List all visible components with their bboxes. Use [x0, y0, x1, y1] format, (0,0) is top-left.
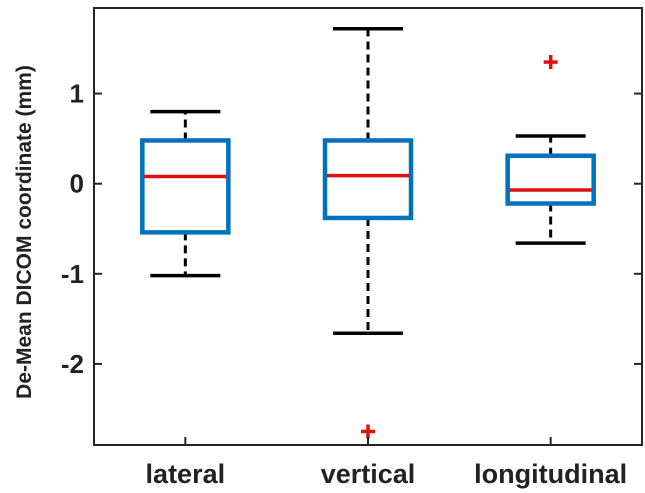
- y-tick-label: -1: [61, 259, 84, 289]
- outlier-marker: [543, 55, 558, 70]
- outlier-marker: [361, 424, 375, 439]
- box-lateral: [140, 109, 231, 278]
- y-axis-ticks: -2 -1 0 1: [61, 79, 642, 379]
- x-axis-categories: lateral vertical longitudinal: [146, 437, 627, 489]
- y-tick-label: -2: [61, 349, 84, 379]
- iqr-box: [140, 138, 231, 235]
- x-category-label: lateral: [146, 459, 226, 489]
- y-axis-label-group: De-Mean DICOM coordinate (mm): [13, 65, 36, 399]
- iqr-box: [505, 153, 596, 206]
- y-axis-label: De-Mean DICOM coordinate (mm): [13, 65, 36, 399]
- box-longitudinal: [505, 55, 596, 245]
- axes-frame: [93, 7, 643, 446]
- box-vertical: [322, 26, 414, 439]
- y-tick-label: 0: [70, 169, 84, 199]
- x-category-label: vertical: [321, 459, 416, 489]
- y-tick-label: 1: [70, 79, 84, 109]
- x-category-label: longitudinal: [474, 459, 627, 489]
- iqr-box: [322, 138, 414, 221]
- boxes: [140, 26, 596, 439]
